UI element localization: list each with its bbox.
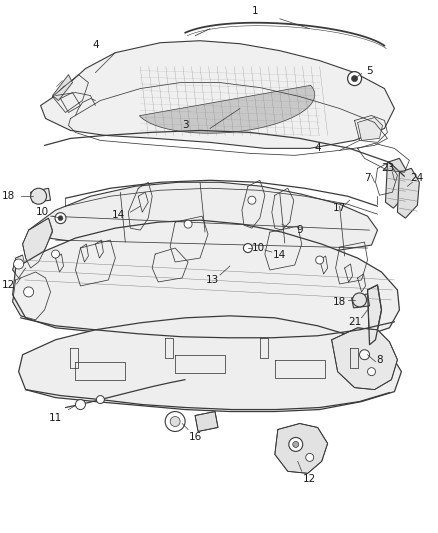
- Circle shape: [352, 76, 357, 82]
- Polygon shape: [13, 272, 50, 320]
- Circle shape: [367, 368, 375, 376]
- Text: 10: 10: [36, 207, 49, 217]
- Circle shape: [248, 196, 256, 204]
- Text: 24: 24: [411, 173, 424, 183]
- Text: 4: 4: [314, 143, 321, 154]
- Text: 4: 4: [92, 39, 99, 50]
- Text: 9: 9: [297, 225, 303, 235]
- Text: 8: 8: [376, 354, 383, 365]
- Circle shape: [58, 216, 63, 221]
- Text: 10: 10: [251, 243, 265, 253]
- Polygon shape: [13, 255, 25, 278]
- Text: 1: 1: [251, 6, 258, 16]
- Circle shape: [306, 454, 314, 462]
- Circle shape: [348, 71, 361, 86]
- Circle shape: [55, 213, 66, 224]
- Text: 16: 16: [188, 432, 202, 442]
- Polygon shape: [352, 294, 370, 308]
- Circle shape: [244, 244, 252, 253]
- Polygon shape: [275, 424, 328, 473]
- Text: 12: 12: [2, 280, 15, 290]
- Polygon shape: [385, 158, 407, 208]
- Text: 13: 13: [205, 275, 219, 285]
- Polygon shape: [28, 182, 378, 252]
- Polygon shape: [195, 411, 218, 432]
- Polygon shape: [357, 117, 382, 140]
- Polygon shape: [13, 220, 399, 344]
- Polygon shape: [53, 75, 72, 101]
- Circle shape: [360, 350, 370, 360]
- Circle shape: [353, 293, 367, 307]
- Polygon shape: [19, 316, 401, 411]
- Polygon shape: [23, 218, 53, 268]
- Circle shape: [170, 416, 180, 426]
- Polygon shape: [332, 328, 397, 390]
- Text: 21: 21: [348, 317, 361, 327]
- Polygon shape: [41, 41, 395, 148]
- Text: 7: 7: [364, 173, 371, 183]
- Text: 5: 5: [366, 66, 373, 76]
- Text: 3: 3: [182, 120, 188, 131]
- Text: 17: 17: [333, 203, 346, 213]
- Text: 14: 14: [273, 250, 286, 260]
- Circle shape: [293, 441, 299, 447]
- Text: 18: 18: [333, 297, 346, 307]
- Circle shape: [52, 250, 60, 258]
- Circle shape: [31, 188, 46, 204]
- Polygon shape: [367, 285, 381, 345]
- Text: 18: 18: [2, 191, 15, 201]
- Circle shape: [184, 220, 192, 228]
- Circle shape: [316, 256, 324, 264]
- Polygon shape: [397, 168, 419, 218]
- Text: 12: 12: [303, 474, 316, 484]
- Text: 11: 11: [49, 413, 62, 423]
- Text: 23: 23: [381, 163, 394, 173]
- Circle shape: [24, 287, 34, 297]
- Text: 14: 14: [112, 210, 125, 220]
- Circle shape: [75, 400, 85, 409]
- Polygon shape: [139, 85, 315, 133]
- Polygon shape: [31, 188, 50, 202]
- Circle shape: [289, 438, 303, 451]
- Circle shape: [96, 395, 104, 403]
- Circle shape: [14, 259, 24, 269]
- Circle shape: [165, 411, 185, 432]
